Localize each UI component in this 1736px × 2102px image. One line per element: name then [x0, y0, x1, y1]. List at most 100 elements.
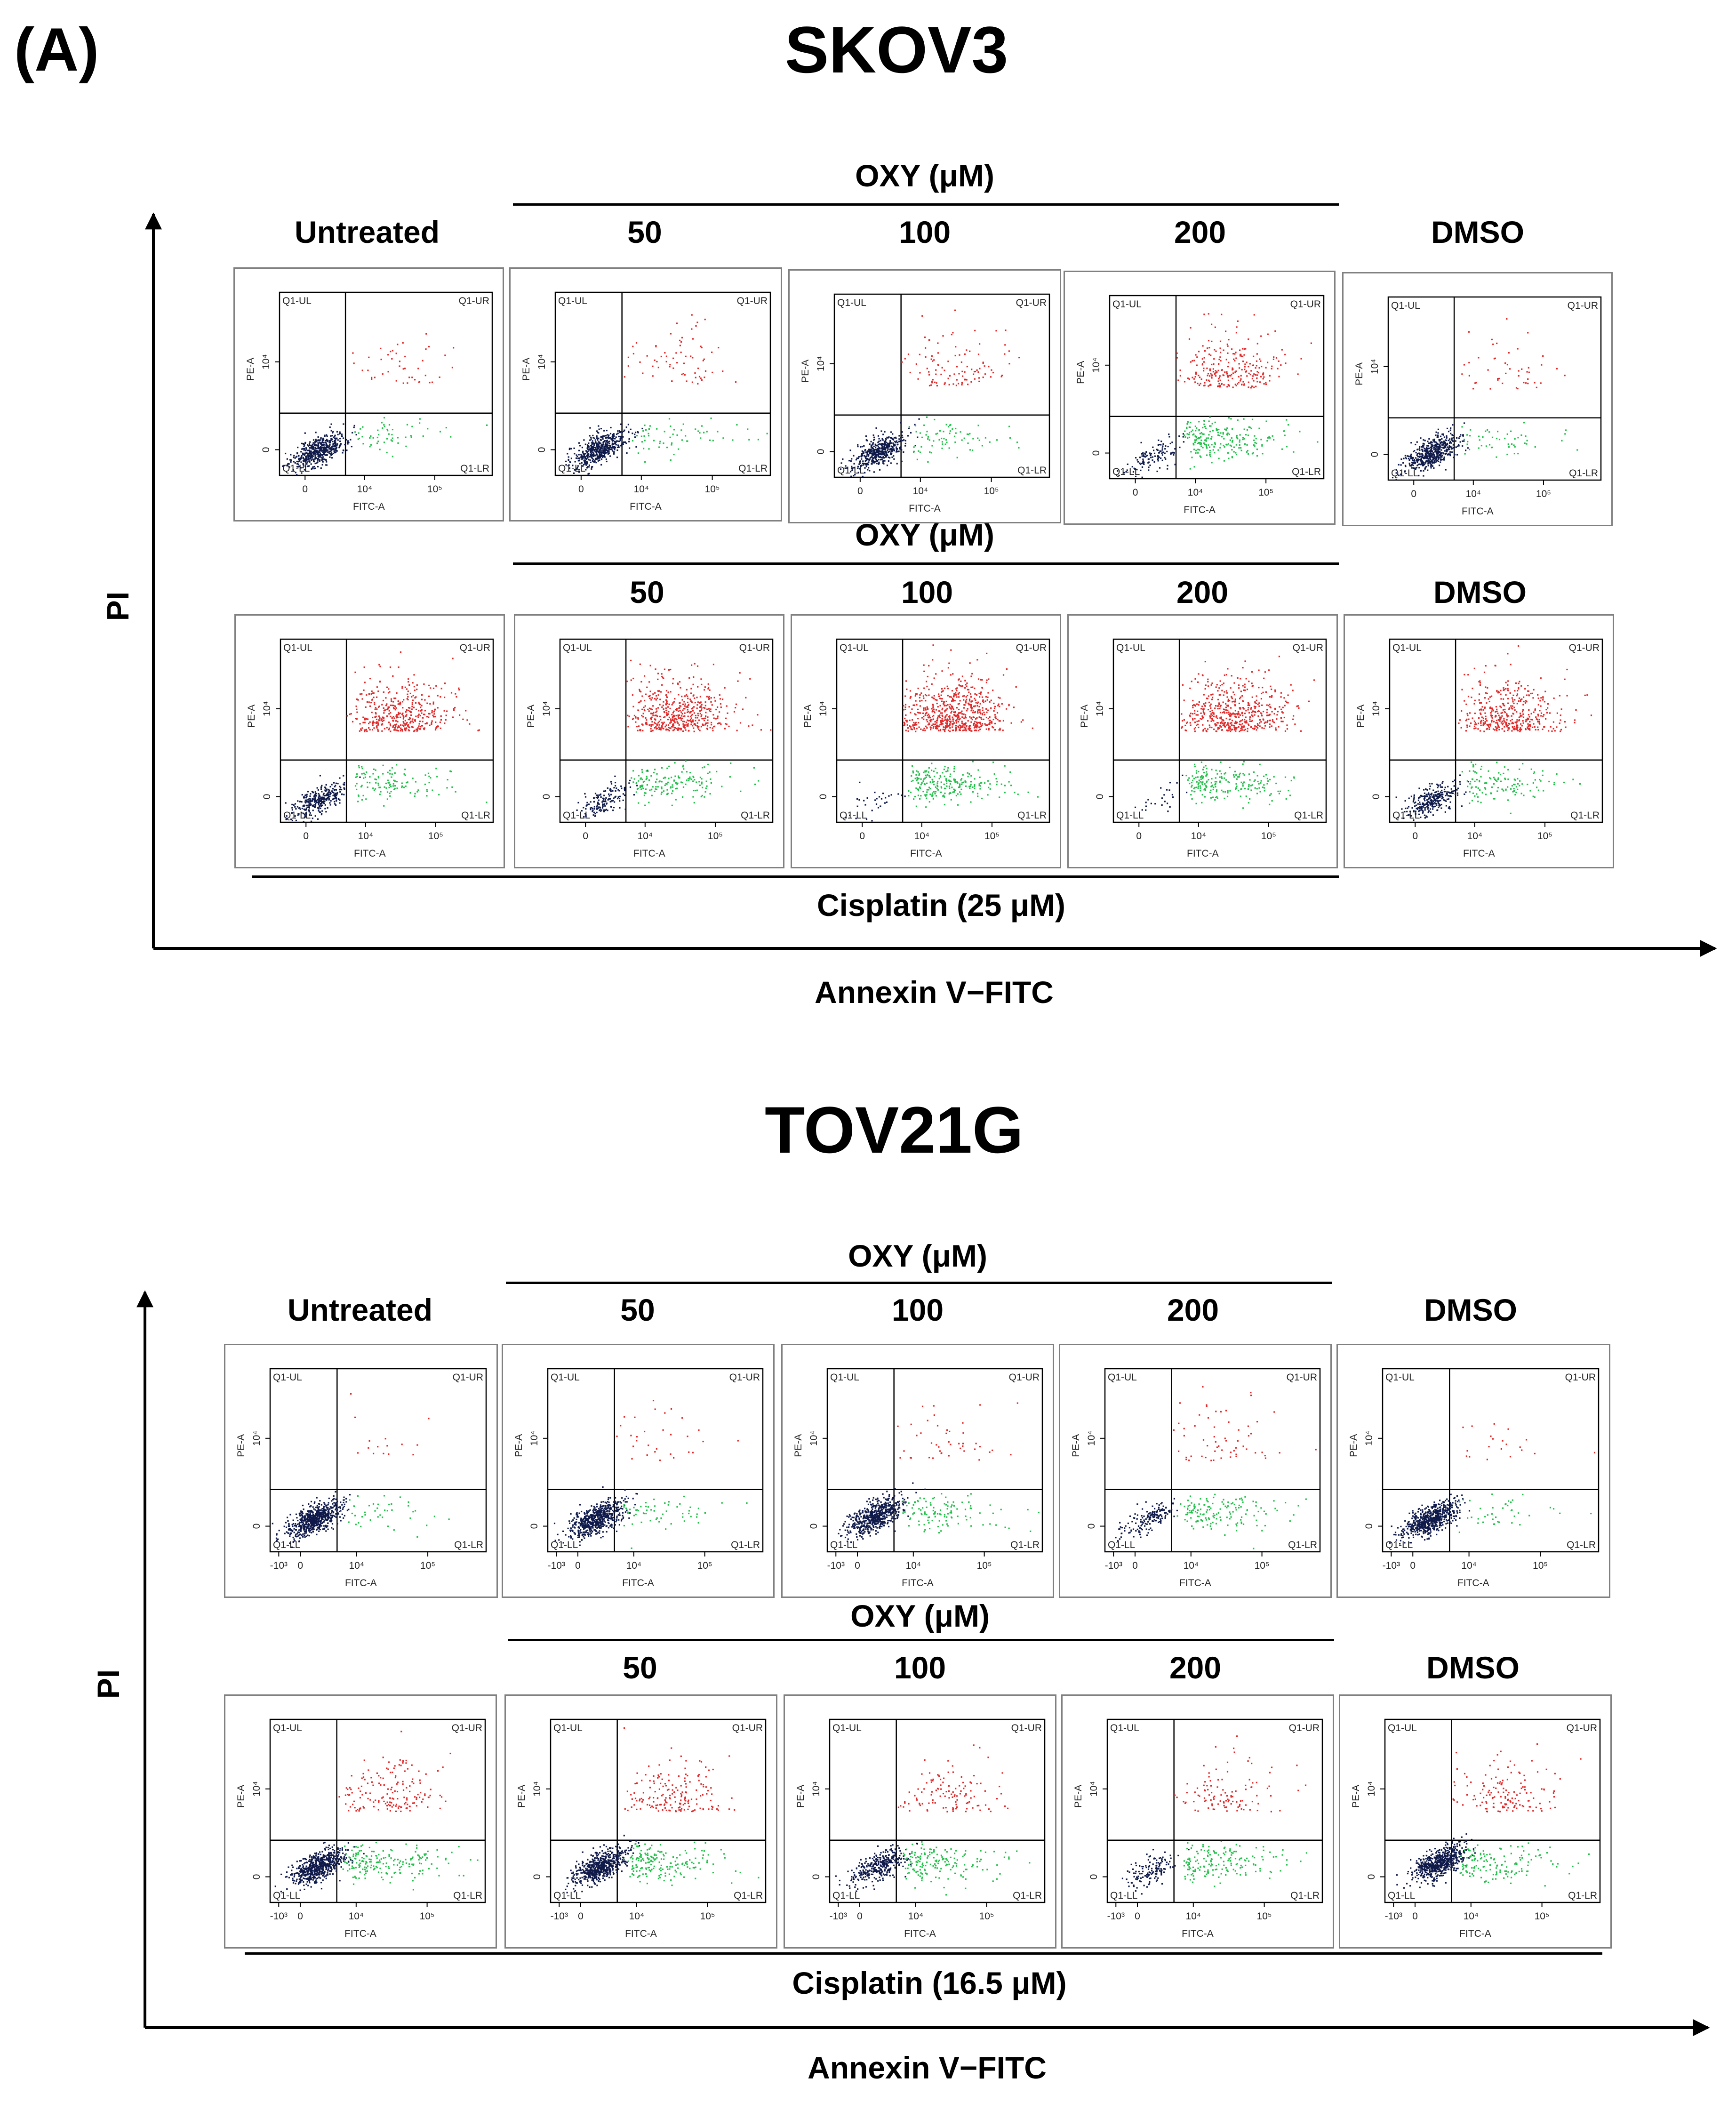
live-cell-dot	[586, 463, 588, 465]
late-apoptosis-dot	[1230, 375, 1232, 377]
early-apoptosis-dot	[661, 787, 663, 790]
late-apoptosis-dot	[684, 374, 686, 376]
early-apoptosis-dot	[1496, 456, 1497, 458]
live-cell-dot	[307, 456, 309, 458]
live-cell-dot	[878, 450, 880, 452]
live-cell-dot	[314, 455, 316, 457]
live-cell-dot	[584, 456, 586, 458]
panel-label: (A)	[14, 15, 99, 84]
late-apoptosis-dot	[429, 713, 431, 715]
live-cell-dot	[1439, 445, 1440, 447]
late-apoptosis-dot	[415, 702, 417, 704]
live-cell-dot	[330, 438, 332, 440]
late-apoptosis-dot	[650, 717, 652, 719]
live-cell-dot	[893, 437, 896, 439]
live-cell-dot	[897, 451, 899, 453]
early-apoptosis-dot	[919, 451, 921, 453]
late-apoptosis-dot	[640, 681, 642, 683]
early-apoptosis-dot	[935, 786, 936, 788]
late-apoptosis-dot	[1004, 353, 1006, 355]
late-apoptosis-dot	[665, 355, 667, 357]
late-apoptosis-dot	[637, 730, 639, 731]
early-apoptosis-dot	[635, 782, 638, 784]
late-apoptosis-dot	[974, 329, 976, 331]
live-cell-dot	[1166, 450, 1168, 452]
x-tick-label: 10⁵	[1536, 489, 1551, 499]
live-cell-dot	[862, 460, 864, 462]
late-apoptosis-dot	[1260, 360, 1262, 362]
live-cell-dot	[1428, 462, 1430, 464]
live-cell-dot	[320, 788, 322, 790]
late-apoptosis-dot	[931, 380, 933, 383]
late-apoptosis-dot	[636, 726, 638, 728]
live-cell-dot	[864, 467, 866, 469]
live-cell-dot	[305, 456, 307, 457]
late-apoptosis-dot	[1234, 384, 1236, 385]
late-apoptosis-dot	[677, 714, 679, 716]
live-cell-dot	[1412, 459, 1414, 461]
live-cell-dot	[324, 786, 326, 788]
early-apoptosis-dot	[1461, 426, 1463, 428]
late-apoptosis-dot	[1227, 352, 1229, 354]
early-apoptosis-dot	[941, 437, 943, 440]
late-apoptosis-dot	[371, 729, 374, 731]
live-cell-dot	[612, 433, 614, 435]
late-apoptosis-dot	[935, 369, 937, 371]
late-apoptosis-dot	[649, 665, 651, 666]
late-apoptosis-dot	[643, 706, 645, 708]
quadrant-label-ul: Q1-UL	[563, 642, 592, 653]
late-apoptosis-dot	[404, 720, 406, 722]
live-cell-dot	[885, 456, 887, 457]
live-cell-dot	[586, 461, 588, 463]
early-apoptosis-dot	[1251, 418, 1254, 420]
live-cell-dot	[1440, 454, 1442, 456]
late-apoptosis-dot	[405, 715, 407, 717]
live-cell-dot	[296, 806, 298, 808]
late-apoptosis-dot	[926, 368, 928, 369]
live-cell-dot	[875, 427, 877, 429]
live-cell-dot	[593, 808, 595, 810]
live-cell-dot	[586, 450, 588, 452]
late-apoptosis-dot	[381, 724, 383, 726]
late-apoptosis-dot	[700, 705, 702, 707]
live-cell-dot	[1161, 454, 1163, 456]
live-cell-dot	[1434, 458, 1436, 460]
y-tick-label: 10⁴	[1091, 358, 1102, 373]
live-cell-dot	[1161, 447, 1163, 449]
late-apoptosis-dot	[693, 712, 695, 714]
early-apoptosis-dot	[1497, 431, 1499, 433]
live-cell-dot	[870, 441, 872, 442]
live-cell-dot	[1170, 452, 1172, 454]
live-cell-dot	[617, 796, 619, 798]
early-apoptosis-dot	[1237, 419, 1239, 421]
quadrant-label-ll: Q1-LL	[558, 463, 585, 474]
late-apoptosis-dot	[421, 725, 423, 727]
live-cell-dot	[1428, 438, 1430, 440]
live-cell-dot	[1429, 452, 1431, 454]
late-apoptosis-dot	[386, 727, 388, 729]
live-cell-dot	[860, 465, 862, 467]
live-cell-dot	[314, 796, 316, 798]
live-cell-dot	[321, 457, 323, 459]
early-apoptosis-dot	[377, 429, 379, 431]
late-apoptosis-dot	[1265, 382, 1267, 384]
skov3-cisplatin-bracket	[252, 875, 1339, 878]
early-apoptosis-dot	[1188, 436, 1191, 438]
late-apoptosis-dot	[423, 714, 424, 715]
early-apoptosis-dot	[954, 441, 956, 443]
late-apoptosis-dot	[748, 725, 750, 727]
late-apoptosis-dot	[398, 713, 400, 714]
late-apoptosis-dot	[706, 728, 709, 730]
late-apoptosis-dot	[752, 724, 753, 726]
late-apoptosis-dot	[379, 720, 381, 722]
late-apoptosis-dot	[639, 689, 640, 690]
live-cell-dot	[1142, 460, 1144, 462]
late-apoptosis-dot	[694, 702, 696, 704]
late-apoptosis-dot	[749, 678, 751, 680]
early-apoptosis-dot	[1209, 431, 1211, 433]
late-apoptosis-dot	[411, 720, 413, 722]
live-cell-dot	[305, 797, 307, 799]
live-cell-dot	[1451, 446, 1453, 448]
live-cell-dot	[319, 800, 320, 802]
late-apoptosis-dot	[677, 683, 679, 685]
